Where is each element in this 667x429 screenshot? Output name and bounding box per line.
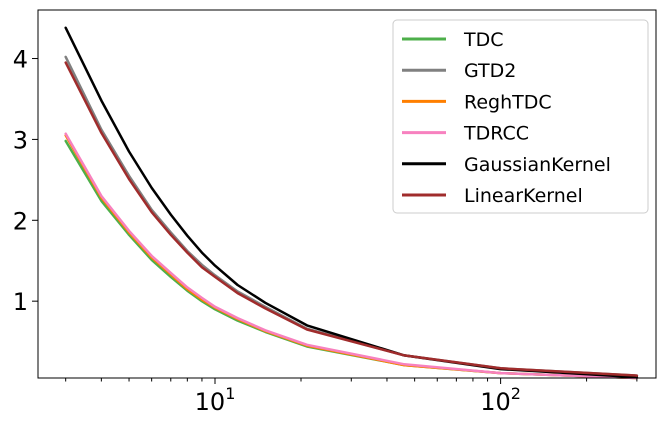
legend-label-3: TDRCC xyxy=(463,123,529,145)
x-tick-label-1: 102 xyxy=(480,384,521,416)
y-axis: 1 2 3 4 xyxy=(13,46,38,316)
legend-label-5: LinearKernel xyxy=(464,185,583,207)
legend-label-2: ReghTDC xyxy=(464,91,552,113)
legend-label-4: GaussianKernel xyxy=(464,154,611,176)
legend-label-1: GTD2 xyxy=(464,60,516,82)
y-tick-label-2: 3 xyxy=(13,126,28,154)
y-tick-label-3: 4 xyxy=(13,46,28,74)
series-layer xyxy=(64,26,639,380)
legend-label-0: TDC xyxy=(463,29,504,51)
series-line-5 xyxy=(64,61,639,377)
legend-box xyxy=(392,19,649,214)
plot-frame xyxy=(37,9,657,379)
x-axis: 101 102 xyxy=(65,378,638,416)
series-line-3 xyxy=(64,132,639,380)
legend: TDC GTD2 ReghTDC TDRCC GaussianKernel LinearK… xyxy=(392,19,649,214)
y-tick-label-0: 1 xyxy=(13,288,28,316)
y-tick-label-1: 2 xyxy=(13,207,28,235)
x-tick-label-0: 101 xyxy=(195,384,236,416)
